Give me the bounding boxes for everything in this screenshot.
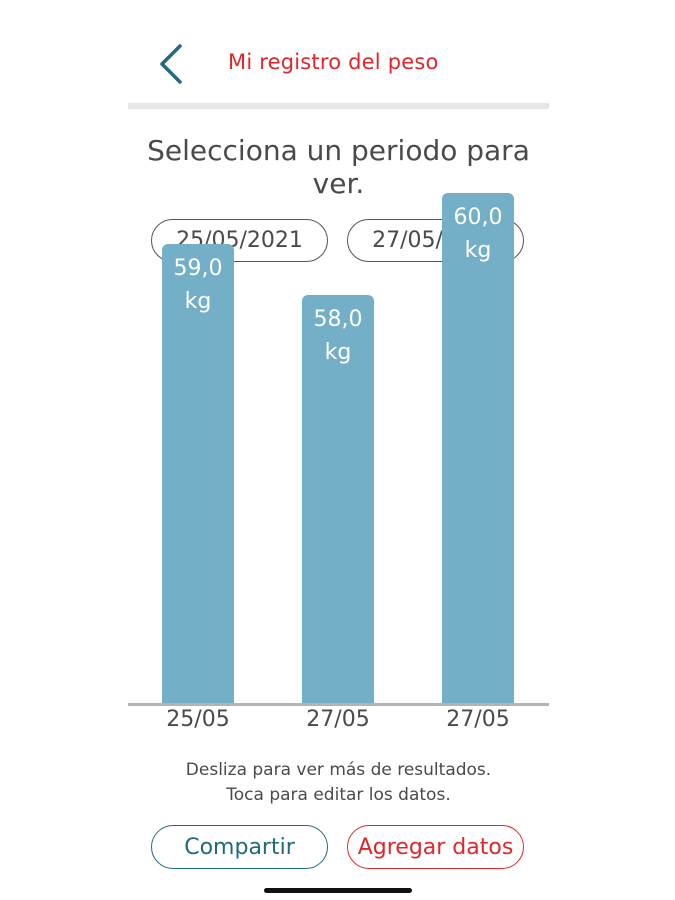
bar-2[interactable]: 58,0 kg (302, 295, 374, 703)
bar-value-label: 60,0 kg (453, 205, 503, 263)
bar-value-label: 59,0 kg (173, 256, 223, 314)
x-tick-label: 25/05 (166, 707, 230, 732)
add-data-button[interactable]: Agregar datos (347, 825, 524, 869)
back-button[interactable] (150, 40, 190, 88)
chevron-left-icon (160, 44, 182, 84)
share-button[interactable]: Compartir (151, 825, 328, 869)
bar-3[interactable]: 60,0 kg (442, 193, 514, 703)
page-title: Mi registro del peso (228, 50, 439, 74)
swipe-hint: Desliza para ver más de resultados. (185, 760, 492, 780)
period-title: Selecciona un periodo para ver. (147, 134, 530, 200)
x-tick-label: 27/05 (446, 707, 510, 732)
header-divider (128, 103, 549, 109)
home-indicator[interactable] (264, 888, 412, 893)
tap-hint: Toca para editar los datos. (226, 785, 451, 805)
bar-1[interactable]: 59,0 kg (162, 244, 234, 703)
x-axis-line (128, 703, 549, 706)
x-tick-label: 27/05 (306, 707, 370, 732)
bar-value-label: 58,0 kg (313, 307, 363, 365)
